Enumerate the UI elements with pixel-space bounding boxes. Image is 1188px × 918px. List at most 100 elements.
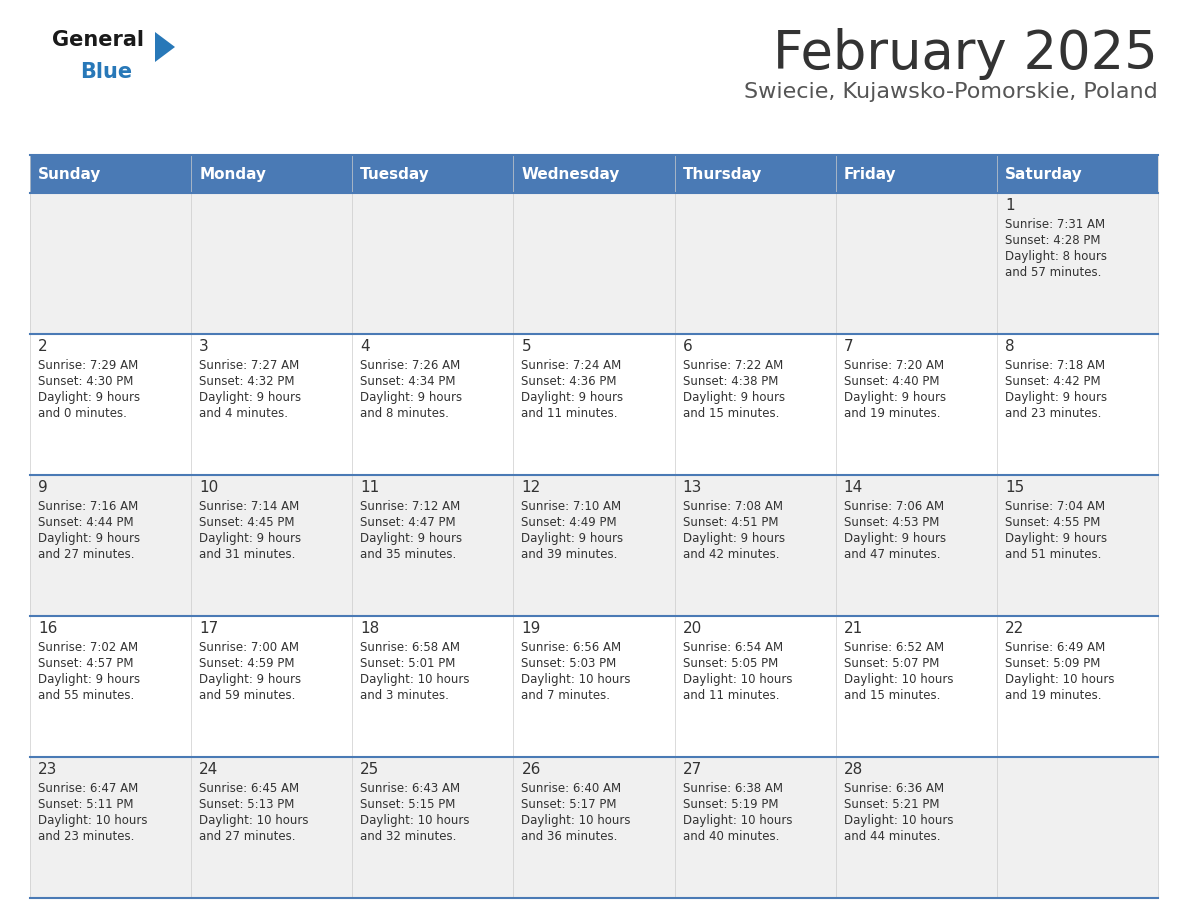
Text: Sunset: 4:30 PM: Sunset: 4:30 PM (38, 375, 133, 388)
Text: Sunset: 4:59 PM: Sunset: 4:59 PM (200, 657, 295, 670)
Bar (353, 155, 513, 193)
Text: Sunset: 4:36 PM: Sunset: 4:36 PM (522, 375, 617, 388)
Bar (30, 155, 191, 193)
Text: Sunset: 5:13 PM: Sunset: 5:13 PM (200, 798, 295, 811)
Text: Sunset: 4:28 PM: Sunset: 4:28 PM (1005, 234, 1100, 247)
Text: Daylight: 10 hours: Daylight: 10 hours (843, 814, 953, 827)
Text: Sunset: 4:49 PM: Sunset: 4:49 PM (522, 516, 617, 529)
Bar (835, 155, 997, 193)
Text: 24: 24 (200, 762, 219, 777)
Text: Daylight: 10 hours: Daylight: 10 hours (522, 673, 631, 686)
Text: and 8 minutes.: and 8 minutes. (360, 407, 449, 420)
Text: 16: 16 (38, 621, 57, 636)
Text: and 39 minutes.: and 39 minutes. (522, 548, 618, 561)
Text: Sunset: 5:07 PM: Sunset: 5:07 PM (843, 657, 939, 670)
Bar (30, 334, 1158, 475)
Text: Sunrise: 6:58 AM: Sunrise: 6:58 AM (360, 641, 460, 654)
Bar (191, 155, 353, 193)
Text: 12: 12 (522, 480, 541, 495)
Text: Sunrise: 7:06 AM: Sunrise: 7:06 AM (843, 500, 943, 513)
Text: and 44 minutes.: and 44 minutes. (843, 830, 940, 843)
Bar (997, 155, 1158, 193)
Text: Daylight: 9 hours: Daylight: 9 hours (38, 391, 140, 404)
Text: Sunrise: 6:52 AM: Sunrise: 6:52 AM (843, 641, 943, 654)
Text: Sunset: 4:51 PM: Sunset: 4:51 PM (683, 516, 778, 529)
Text: Sunrise: 7:22 AM: Sunrise: 7:22 AM (683, 359, 783, 372)
Text: Sunset: 5:17 PM: Sunset: 5:17 PM (522, 798, 617, 811)
Text: Daylight: 10 hours: Daylight: 10 hours (683, 673, 792, 686)
Text: and 15 minutes.: and 15 minutes. (683, 407, 779, 420)
Text: Daylight: 9 hours: Daylight: 9 hours (683, 532, 785, 545)
Text: Sunrise: 7:26 AM: Sunrise: 7:26 AM (360, 359, 461, 372)
Text: 2: 2 (38, 339, 48, 354)
Text: 20: 20 (683, 621, 702, 636)
Text: Sunrise: 7:24 AM: Sunrise: 7:24 AM (522, 359, 621, 372)
Text: 21: 21 (843, 621, 862, 636)
Text: Daylight: 9 hours: Daylight: 9 hours (1005, 532, 1107, 545)
Text: Daylight: 9 hours: Daylight: 9 hours (200, 673, 302, 686)
Text: and 23 minutes.: and 23 minutes. (38, 830, 134, 843)
Text: Sunset: 4:40 PM: Sunset: 4:40 PM (843, 375, 940, 388)
Text: Daylight: 9 hours: Daylight: 9 hours (522, 391, 624, 404)
Bar (30, 475, 1158, 616)
Text: Daylight: 9 hours: Daylight: 9 hours (843, 391, 946, 404)
Text: Sunrise: 6:54 AM: Sunrise: 6:54 AM (683, 641, 783, 654)
Text: 14: 14 (843, 480, 862, 495)
Text: and 19 minutes.: and 19 minutes. (843, 407, 940, 420)
Text: and 40 minutes.: and 40 minutes. (683, 830, 779, 843)
Text: Sunrise: 6:49 AM: Sunrise: 6:49 AM (1005, 641, 1105, 654)
Text: Daylight: 9 hours: Daylight: 9 hours (38, 673, 140, 686)
Text: 5: 5 (522, 339, 531, 354)
Text: and 55 minutes.: and 55 minutes. (38, 689, 134, 702)
Text: Daylight: 9 hours: Daylight: 9 hours (683, 391, 785, 404)
Text: 1: 1 (1005, 198, 1015, 213)
Text: 4: 4 (360, 339, 369, 354)
Text: and 11 minutes.: and 11 minutes. (683, 689, 779, 702)
Text: and 31 minutes.: and 31 minutes. (200, 548, 296, 561)
Text: Sunrise: 6:56 AM: Sunrise: 6:56 AM (522, 641, 621, 654)
Text: Sunset: 5:21 PM: Sunset: 5:21 PM (843, 798, 940, 811)
Text: 27: 27 (683, 762, 702, 777)
Text: Sunset: 4:45 PM: Sunset: 4:45 PM (200, 516, 295, 529)
Text: Sunset: 5:15 PM: Sunset: 5:15 PM (360, 798, 456, 811)
Text: Sunrise: 7:16 AM: Sunrise: 7:16 AM (38, 500, 138, 513)
Text: 26: 26 (522, 762, 541, 777)
Text: Daylight: 9 hours: Daylight: 9 hours (360, 532, 462, 545)
Bar (30, 616, 1158, 757)
Text: 6: 6 (683, 339, 693, 354)
Text: Sunrise: 6:43 AM: Sunrise: 6:43 AM (360, 782, 461, 795)
Text: and 36 minutes.: and 36 minutes. (522, 830, 618, 843)
Text: Sunrise: 6:40 AM: Sunrise: 6:40 AM (522, 782, 621, 795)
Text: and 35 minutes.: and 35 minutes. (360, 548, 456, 561)
Text: Daylight: 10 hours: Daylight: 10 hours (683, 814, 792, 827)
Text: Daylight: 10 hours: Daylight: 10 hours (1005, 673, 1114, 686)
Text: Daylight: 10 hours: Daylight: 10 hours (200, 814, 309, 827)
Text: and 59 minutes.: and 59 minutes. (200, 689, 296, 702)
Text: Sunrise: 7:02 AM: Sunrise: 7:02 AM (38, 641, 138, 654)
Text: Sunrise: 6:36 AM: Sunrise: 6:36 AM (843, 782, 943, 795)
Text: and 27 minutes.: and 27 minutes. (38, 548, 134, 561)
Text: 17: 17 (200, 621, 219, 636)
Text: Sunrise: 7:18 AM: Sunrise: 7:18 AM (1005, 359, 1105, 372)
Text: and 11 minutes.: and 11 minutes. (522, 407, 618, 420)
Text: 13: 13 (683, 480, 702, 495)
Text: 19: 19 (522, 621, 541, 636)
Text: General: General (52, 30, 144, 50)
Text: February 2025: February 2025 (773, 28, 1158, 80)
Text: Thursday: Thursday (683, 166, 762, 182)
Bar (513, 155, 675, 193)
Text: Sunset: 5:03 PM: Sunset: 5:03 PM (522, 657, 617, 670)
Text: Sunset: 5:11 PM: Sunset: 5:11 PM (38, 798, 133, 811)
Text: Sunset: 4:38 PM: Sunset: 4:38 PM (683, 375, 778, 388)
Text: Sunset: 4:57 PM: Sunset: 4:57 PM (38, 657, 133, 670)
Text: 15: 15 (1005, 480, 1024, 495)
Text: and 51 minutes.: and 51 minutes. (1005, 548, 1101, 561)
Text: Sunrise: 7:08 AM: Sunrise: 7:08 AM (683, 500, 783, 513)
Text: Daylight: 8 hours: Daylight: 8 hours (1005, 250, 1107, 263)
Text: Sunrise: 6:38 AM: Sunrise: 6:38 AM (683, 782, 783, 795)
Text: Sunrise: 7:12 AM: Sunrise: 7:12 AM (360, 500, 461, 513)
Text: and 15 minutes.: and 15 minutes. (843, 689, 940, 702)
Text: Tuesday: Tuesday (360, 166, 430, 182)
Text: and 47 minutes.: and 47 minutes. (843, 548, 940, 561)
Text: and 32 minutes.: and 32 minutes. (360, 830, 456, 843)
